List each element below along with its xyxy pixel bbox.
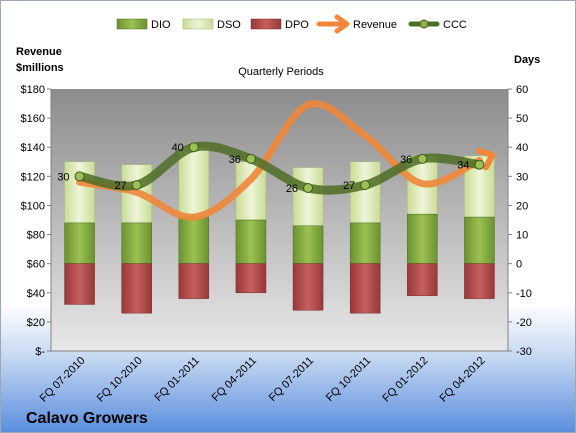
- left-tick-label: $100: [21, 200, 45, 212]
- dso-bar: [178, 146, 210, 218]
- right-tick-label: 50: [516, 113, 528, 125]
- legend-dso-swatch: [182, 18, 214, 30]
- ccc-point: [245, 153, 256, 164]
- ccc-data-label: 36: [229, 154, 241, 166]
- dpo-bar: [121, 263, 152, 314]
- legend-dpo-label: DPO: [285, 19, 309, 31]
- lines-group: 30 27 40 36 26 27 36 34: [57, 100, 496, 221]
- dio-bar: [407, 213, 438, 264]
- dpo-bar: [464, 263, 495, 299]
- legend-revenue-label: Revenue: [353, 19, 397, 31]
- dpo-bar: [349, 263, 381, 314]
- x-tick-label: FQ 10-2010: [95, 355, 145, 405]
- ccc-point: [131, 180, 142, 191]
- dpo-bar: [407, 263, 438, 296]
- right-tick-label: 30: [516, 171, 528, 183]
- ccc-point: [74, 171, 85, 182]
- left-tick-label: $180: [21, 84, 45, 96]
- dso-bar: [349, 161, 381, 224]
- legend-ccc-label: CCC: [443, 19, 467, 31]
- bars-group: [64, 146, 495, 314]
- chart-title: Quarterly Periods: [238, 66, 324, 78]
- left-axis-label-line2: $millions: [16, 62, 64, 74]
- dio-bar: [121, 222, 152, 264]
- ccc-point: [474, 159, 485, 170]
- dio-bar: [64, 222, 95, 264]
- dpo-bar: [235, 263, 267, 294]
- x-tick-label: FQ 01-2012: [380, 355, 430, 405]
- legend-dso-label: DSO: [217, 19, 241, 31]
- plot-area: [51, 89, 508, 351]
- legend-dio-swatch: [116, 18, 148, 30]
- legend-ccc-marker: [419, 19, 429, 29]
- left-tick-label: $160: [21, 113, 45, 125]
- right-tick-label: 20: [516, 200, 528, 212]
- ccc-data-label: 40: [172, 142, 184, 154]
- ccc-point: [360, 180, 371, 191]
- ccc-data-label: 34: [457, 160, 469, 172]
- dio-bar: [464, 216, 495, 264]
- legend-dpo-swatch: [250, 18, 282, 30]
- dio-bar: [292, 225, 324, 264]
- left-tick-label: $40: [27, 288, 45, 300]
- dpo-bar: [64, 263, 95, 305]
- ccc-data-label: 26: [286, 183, 298, 195]
- ccc-data-label: 30: [57, 171, 69, 183]
- x-tick-label: FQ 04-2012: [438, 355, 488, 405]
- ccc-data-label: 36: [400, 154, 412, 166]
- legend-revenue-arrow: [316, 14, 350, 34]
- dpo-bar: [292, 263, 324, 311]
- ccc-data-label: 27: [114, 180, 126, 192]
- right-tick-label: -20: [516, 317, 532, 329]
- dso-bar: [292, 167, 324, 227]
- ccc-data-label: 27: [343, 180, 355, 192]
- right-tick-label: -10: [516, 288, 532, 300]
- x-tick-label: FQ 07-2011: [267, 355, 316, 404]
- ccc-point: [188, 142, 199, 153]
- dio-bar: [178, 216, 210, 264]
- right-tick-label: 40: [516, 142, 528, 154]
- revenue-line: [76, 100, 483, 221]
- right-tick-label: -30: [516, 346, 532, 358]
- x-tick-label: FQ 04-2011: [210, 355, 259, 404]
- left-tick-label: $80: [27, 230, 45, 242]
- x-tick-label: FQ 07-2010: [38, 355, 88, 405]
- x-tick-label: FQ 01-2011: [153, 355, 202, 404]
- ccc-point: [417, 153, 428, 164]
- left-axis-label-line1: Revenue: [16, 46, 62, 58]
- right-tick-label: 10: [516, 230, 528, 242]
- left-tick-label: $140: [21, 142, 45, 154]
- revenue-arrowhead: [476, 147, 496, 171]
- right-axis-label: Days: [514, 54, 540, 66]
- left-tick-label: $60: [27, 259, 45, 271]
- left-tick-label: $-: [35, 346, 45, 358]
- legend: DIO DSO DPO Revenue CCC: [116, 14, 467, 34]
- dio-bar: [235, 219, 267, 264]
- company-name: Calavo Growers: [26, 410, 148, 427]
- left-tick-label: $20: [27, 317, 45, 329]
- dpo-bar: [178, 263, 210, 299]
- legend-dio-label: DIO: [151, 19, 171, 31]
- ccc-line: [75, 141, 484, 195]
- right-tick-label: 60: [516, 84, 528, 96]
- ccc-point: [303, 182, 314, 193]
- left-tick-label: $120: [21, 171, 45, 183]
- dio-bar: [349, 222, 381, 264]
- right-tick-label: 0: [516, 259, 522, 271]
- x-tick-label: FQ 10-2011: [324, 355, 373, 404]
